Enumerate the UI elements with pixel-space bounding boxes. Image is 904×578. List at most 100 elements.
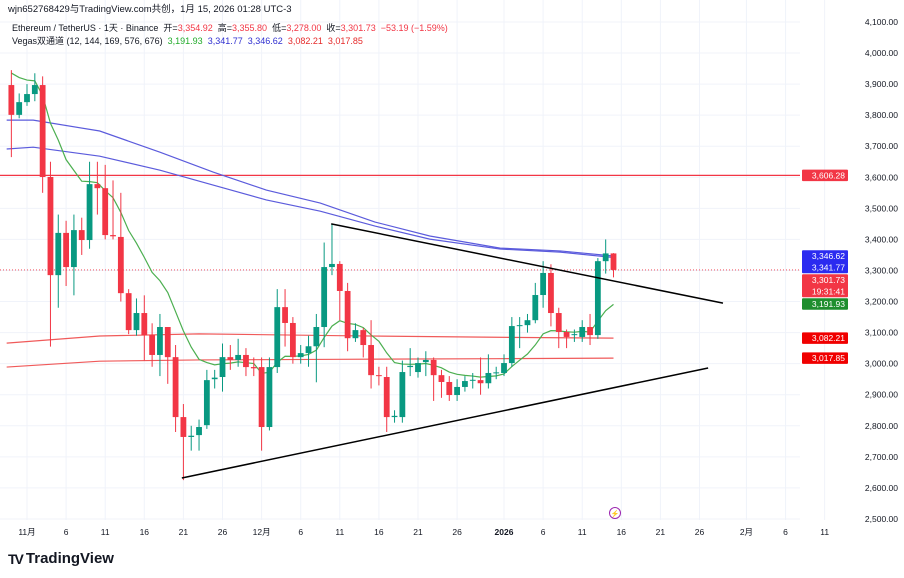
candle-body <box>55 232 62 276</box>
x-tick-label: 11 <box>820 527 829 537</box>
candle-body <box>274 307 281 368</box>
x-tick-label: 26 <box>452 527 462 537</box>
y-tick-label: 3,500.00 <box>865 203 898 213</box>
change-value: −53.19 (−1.59%) <box>380 23 448 33</box>
x-tick-label: 11 <box>101 527 110 537</box>
candle-body <box>493 372 500 374</box>
candle <box>188 425 195 451</box>
candle-body <box>289 322 296 358</box>
candle-body <box>540 272 547 296</box>
price-label-bg <box>802 169 848 182</box>
candle <box>125 289 132 335</box>
candle <box>508 317 515 367</box>
candle-body <box>86 184 93 241</box>
y-tick-label: 2,600.00 <box>865 483 898 493</box>
price-label-subtext: 3,341.77 <box>812 262 845 272</box>
y-tick-label: 3,600.00 <box>865 172 898 182</box>
candle-body <box>94 184 101 189</box>
candle <box>235 338 242 367</box>
candle-body <box>383 377 390 418</box>
candle-body <box>219 357 226 378</box>
x-tick-label: 16 <box>374 527 384 537</box>
candle <box>274 289 281 373</box>
candle-body <box>587 327 593 336</box>
x-tick-label: 11月 <box>18 527 35 537</box>
y-tick-label: 2,700.00 <box>865 452 898 462</box>
candle <box>266 357 273 431</box>
candle-body <box>282 307 288 323</box>
candle <box>313 313 320 383</box>
candle <box>110 180 116 240</box>
y-tick-label: 3,900.00 <box>865 79 898 89</box>
candle <box>289 317 296 364</box>
candle-body <box>141 313 148 336</box>
candle-body <box>133 313 140 331</box>
candle-body <box>258 367 265 428</box>
y-tick-label: 3,400.00 <box>865 234 898 244</box>
candle <box>164 327 171 384</box>
tradingview-logo[interactable]: TV TradingView <box>8 550 114 567</box>
candle-body <box>454 386 460 396</box>
candle-body <box>313 327 320 347</box>
candle <box>344 282 351 352</box>
candle <box>587 313 593 346</box>
candle-body <box>415 363 421 373</box>
candle-body <box>329 263 335 268</box>
candle <box>8 70 15 158</box>
candle-body <box>16 102 23 115</box>
y-tick-label: 2,900.00 <box>865 390 898 400</box>
symbol-name[interactable]: Ethereum / TetherUS · 1天 · Binance <box>12 23 159 33</box>
candle <box>563 329 570 349</box>
y-tick-label: 3,100.00 <box>865 328 898 338</box>
candle-body <box>548 272 554 314</box>
candle <box>415 357 421 378</box>
candle <box>610 253 617 278</box>
candle <box>321 242 328 348</box>
high-value: 3,355.80 <box>232 23 268 33</box>
y-tick-label: 2,800.00 <box>865 421 898 431</box>
price-label-text: 3,191.93 <box>812 299 845 309</box>
candle-body <box>571 334 578 336</box>
low-value: 3,278.00 <box>286 23 322 33</box>
candle <box>94 161 101 215</box>
candle-body <box>368 345 374 376</box>
candle-body <box>110 235 116 237</box>
close-value: 3,301.73 <box>340 23 376 33</box>
upper-trendline <box>331 223 724 304</box>
ema676-line <box>6 357 614 368</box>
candle <box>368 320 374 389</box>
candle-body <box>462 381 468 387</box>
candle <box>149 323 156 367</box>
candle-body <box>508 326 515 364</box>
candle-body <box>602 253 609 262</box>
candle <box>516 317 523 349</box>
y-tick-label: 3,300.00 <box>865 265 898 275</box>
price-label-text: 3,606.28 <box>812 170 845 180</box>
indicator-name[interactable]: Vegas双通道 (12, 144, 169, 576, 676) <box>12 36 163 46</box>
candle-body <box>47 176 54 276</box>
candle-body <box>71 230 77 268</box>
candle <box>485 354 492 389</box>
candle <box>196 419 202 451</box>
candle <box>532 282 539 324</box>
candle <box>391 410 398 423</box>
price-label-text: 3,017.85 <box>812 353 845 363</box>
candle <box>579 320 586 342</box>
candle-body <box>336 263 343 291</box>
candle-body <box>376 375 382 377</box>
candle <box>172 345 179 432</box>
candle-body <box>250 367 257 369</box>
x-tick-label: 21 <box>413 527 423 537</box>
candle <box>211 369 218 389</box>
candle <box>493 366 500 380</box>
candle <box>399 360 406 423</box>
candle-body <box>516 325 523 327</box>
candle <box>383 366 390 432</box>
candle-body <box>579 327 586 337</box>
candle <box>407 348 414 377</box>
candle <box>454 379 460 401</box>
candle <box>16 93 23 119</box>
